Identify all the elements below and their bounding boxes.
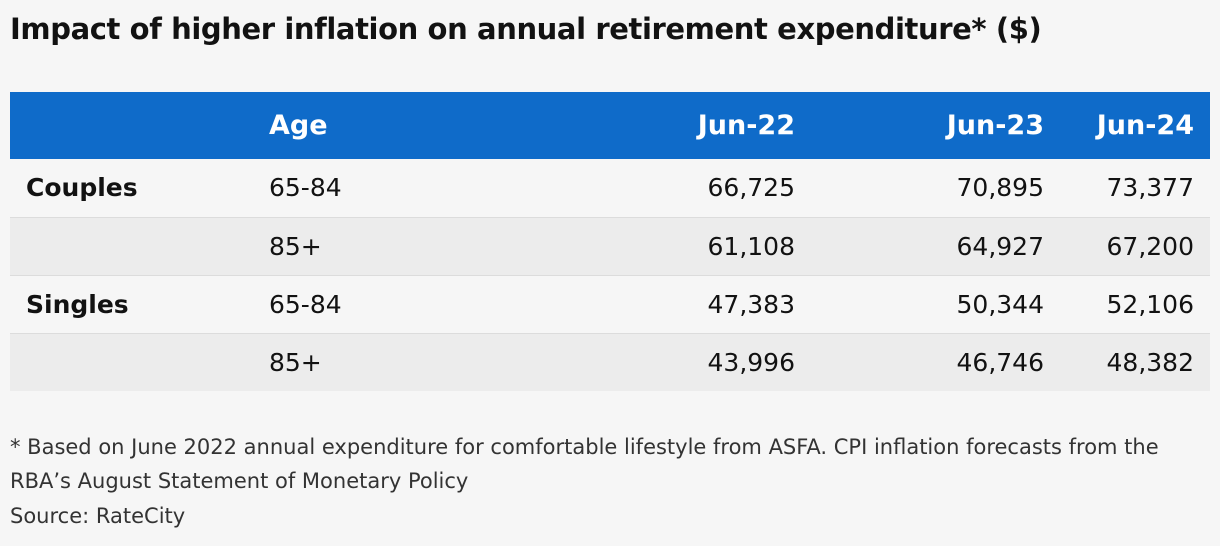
cell-jun-22: 43,996 — [603, 332, 811, 391]
row-group — [10, 216, 253, 275]
row-age: 65-84 — [269, 173, 342, 203]
header-group — [10, 92, 253, 159]
cell-jun-23: 64,927 — [811, 216, 1060, 275]
header-jun-23: Jun-23 — [946, 110, 1044, 141]
table-row: 85+ 61,108 64,927 67,200 — [10, 216, 1210, 275]
chart-title: Impact of higher inflation on annual ret… — [10, 12, 1042, 46]
row-group — [10, 332, 253, 391]
table-row: Singles 65-84 47,383 50,344 52,106 — [10, 274, 1210, 333]
cell-jun-22: 47,383 — [603, 274, 811, 333]
row-age: 85+ — [253, 216, 603, 275]
header-age: Age — [269, 110, 328, 141]
cell-jun-22: 61,108 — [603, 216, 811, 275]
row-age: 65-84 — [253, 274, 603, 333]
footnote: * Based on June 2022 annual expenditure … — [10, 435, 1159, 493]
cell-jun-23: 70,895 — [956, 173, 1044, 203]
cell-jun-24: 48,382 — [1060, 332, 1210, 391]
row-group: Couples — [26, 173, 138, 203]
cell-jun-22: 66,725 — [707, 173, 795, 203]
cell-jun-23: 50,344 — [811, 274, 1060, 333]
table-row: Couples 65-84 66,725 70,895 73,377 — [10, 159, 1210, 217]
cell-jun-24: 73,377 — [1106, 173, 1194, 203]
cell-jun-24: 52,106 — [1060, 274, 1210, 333]
source-note: Source: RateCity — [10, 504, 186, 528]
header-jun-22: Jun-22 — [697, 110, 795, 141]
cell-jun-24: 67,200 — [1060, 216, 1210, 275]
cell-jun-23: 46,746 — [811, 332, 1060, 391]
table-header-row: Age Jun-22 Jun-23 Jun-24 — [10, 92, 1210, 159]
header-jun-24: Jun-24 — [1096, 110, 1194, 141]
table-row: 85+ 43,996 46,746 48,382 — [10, 332, 1210, 391]
row-group: Singles — [10, 274, 253, 333]
row-age: 85+ — [253, 332, 603, 391]
data-table: Age Jun-22 Jun-23 Jun-24 Couples 65-84 6… — [10, 92, 1210, 391]
